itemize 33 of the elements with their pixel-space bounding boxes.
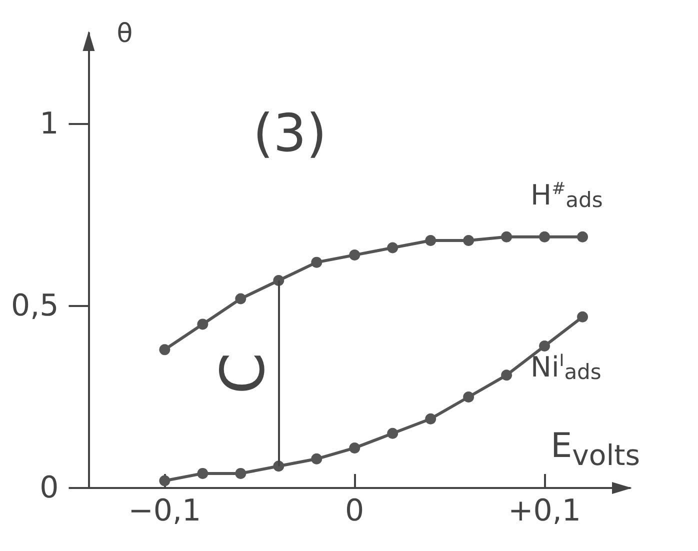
annotation: C [208, 352, 279, 394]
point [387, 428, 398, 439]
point [463, 234, 474, 246]
point [425, 234, 436, 246]
y-tick-label: 0,5 [10, 288, 59, 324]
x-tick-label: 0 [345, 494, 364, 528]
point [539, 231, 550, 242]
text: (3) [253, 104, 327, 164]
point [577, 311, 588, 322]
point [311, 453, 322, 464]
point [235, 293, 246, 304]
y-tick-label: 0 [40, 470, 59, 506]
point [235, 468, 246, 479]
point [577, 231, 588, 242]
point [197, 318, 208, 330]
y-tick-label: 1 [40, 106, 59, 142]
point [159, 475, 170, 486]
point [197, 468, 208, 479]
point [311, 256, 322, 268]
x-axis-title: E$_{volts}$ [550, 426, 640, 472]
y-axis-title: θ [116, 19, 133, 49]
x-tick-label: +0,1 [508, 494, 581, 528]
point [463, 392, 474, 402]
point [501, 231, 512, 242]
point [425, 413, 436, 424]
point [387, 242, 398, 254]
point [159, 344, 170, 356]
point [501, 370, 512, 381]
point [539, 340, 550, 352]
point [349, 250, 360, 261]
series-label: H#ads [530, 178, 603, 212]
point [349, 442, 360, 454]
x-tick-label: −0,1 [128, 494, 202, 528]
